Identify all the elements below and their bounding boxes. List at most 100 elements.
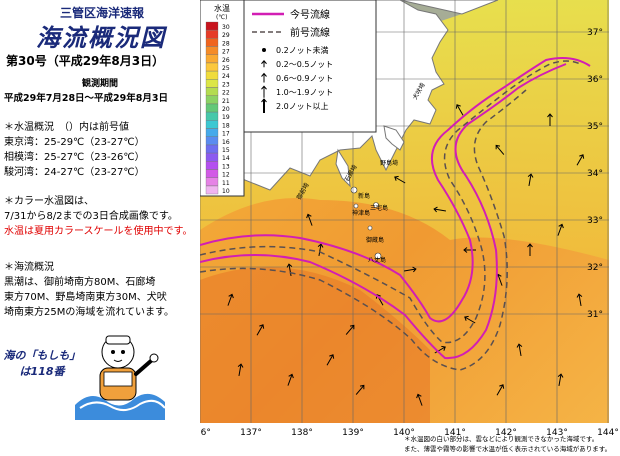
temp-label: 16 [222, 139, 230, 146]
temp-swatch [205, 120, 219, 129]
current-arrow [227, 293, 234, 306]
temp-swatch [205, 128, 219, 137]
lat-tick-label: 32° [587, 263, 603, 273]
current-arrow [464, 315, 476, 324]
water-temp-row: 東京湾：25-29℃（23-27℃） [4, 137, 145, 148]
temp-label: 23 [222, 81, 230, 88]
island [374, 252, 382, 260]
lon-tick-label: 141° [444, 428, 466, 438]
lon-tick-label: 144° [597, 428, 619, 438]
mascot-illustration [75, 335, 166, 420]
temp-label: 20 [222, 106, 230, 113]
island [373, 202, 379, 208]
lat-tick-label: 31° [587, 310, 603, 320]
mascot-caption-line: 海の「もしも」 [3, 349, 81, 362]
previous-axis-line-outer [200, 89, 527, 371]
temp-swatch [205, 46, 219, 55]
speed-label: 1.0〜1.9ノット [276, 88, 333, 97]
speed-arrowhead [261, 85, 267, 90]
current-arrow [433, 206, 446, 213]
temp-swatch [205, 112, 219, 121]
current-arrow [434, 345, 446, 354]
water-temp-section: ＊水温概況 （）内は前号値 東京湾：25-29℃（23-27℃） 相模湾：25-… [4, 120, 145, 180]
temp-label: 12 [222, 172, 230, 179]
current-arrow [527, 243, 533, 256]
current-arrow [345, 324, 355, 335]
lat-tick-label: 37° [587, 28, 603, 38]
current-arrow [326, 354, 335, 366]
lat-tick-label: 35° [587, 122, 603, 132]
bulletin-org: 三管区海洋速報 [59, 6, 144, 20]
issue-number: 第30号（平成29年8月3日） [6, 54, 165, 68]
observation-label: 観測期間 [81, 79, 118, 89]
current-arrow [306, 213, 313, 226]
bulletin-title: 海流概況図 [36, 24, 166, 52]
place-label: 三宅島 [370, 204, 388, 212]
lat-tick-label: 34° [587, 169, 603, 179]
temp-swatch [205, 136, 219, 145]
temp-swatch [205, 153, 219, 162]
footnote-line: ＊水温図の白い部分は、雲などにより観測できなかった海域です。 [404, 435, 599, 443]
temp-scale-title: 水温 [214, 3, 230, 13]
temp-swatch [205, 144, 219, 154]
color-note-line: 7/31から8/2までの3日合成画像です。 [4, 211, 178, 222]
current-arrow [527, 173, 534, 186]
temp-label: 30 [222, 24, 230, 31]
current-arrow [404, 266, 417, 273]
footnote-line: また、薄雲や霧等の影響で水温が低く表示されている海域があります。 [404, 445, 612, 453]
temp-swatch [205, 87, 219, 96]
temp-swatch [205, 79, 219, 88]
temp-label: 19 [222, 114, 230, 121]
current-arrow [256, 324, 265, 336]
speed-arrowhead [261, 72, 267, 77]
island [367, 225, 373, 231]
color-note-warning: 水温は夏用カラースケールを使用中です。 [4, 226, 193, 237]
islands [350, 186, 382, 260]
previous-line-label: 前号流線 [290, 26, 330, 39]
temp-swatch [205, 103, 219, 113]
current-arrow [496, 384, 505, 396]
temp-label: 13 [222, 163, 230, 170]
temp-swatch [205, 21, 219, 31]
temp-label: 28 [222, 40, 230, 47]
speed-symbol [262, 48, 266, 52]
place-label: 新島 [358, 192, 370, 200]
place-label: 野島埼 [380, 159, 398, 167]
speed-label: 2.0ノット以上 [276, 102, 329, 111]
temp-swatch [205, 30, 219, 39]
lon-tick-label: 139° [342, 428, 364, 438]
temp-label: 26 [222, 57, 230, 64]
temp-label: 15 [222, 147, 230, 154]
temp-label: 25 [222, 65, 230, 72]
observation-range: 平成29年7月28日〜平成29年8月3日 [4, 93, 168, 104]
previous-axis-line [200, 60, 581, 344]
current-axis-line [200, 57, 591, 323]
temp-swatch [205, 54, 219, 63]
temp-label: 17 [222, 131, 230, 138]
current-arrow [286, 263, 293, 276]
current-arrow [416, 393, 423, 406]
temp-swatch [205, 95, 219, 104]
temp-label: 11 [222, 180, 230, 187]
island [353, 203, 359, 209]
current-arrow [463, 247, 476, 253]
info-panel: 三管区海洋速報 海流概況図 第30号（平成29年8月3日） 観測期間 平成29年… [0, 0, 200, 456]
temp-label: 24 [222, 73, 230, 80]
current-map: 水温 (℃) 30 29 28 27 26 25 24 23 22 21 20 19 18 17 16 15 1… [200, 0, 620, 456]
warm-water [200, 267, 430, 423]
temp-label: 22 [222, 90, 230, 97]
current-heading: ＊海流概況 [4, 262, 54, 273]
lon-tick-label: 140° [393, 428, 415, 438]
current-line: 黒潮は、御前埼南方80M、石廊埼 [4, 277, 156, 288]
current-line: 埼南東方25Mの海域を流れています。 [4, 307, 175, 318]
temp-swatch [205, 38, 219, 47]
speed-arrowhead [261, 59, 267, 65]
mascot-caption: 海の「もしも」 は118番 [2, 348, 82, 380]
color-note-section: ＊カラー水温図は、 7/31から8/2までの3日合成画像です。 水温は夏用カラー… [4, 194, 193, 239]
water-temp-row: 駿河湾：24-27℃（23-27℃） [4, 167, 145, 178]
current-arrows [227, 104, 585, 406]
place-label: 八丈島 [368, 256, 386, 264]
lon-tick-label: 138° [291, 428, 313, 438]
current-arrow [576, 154, 585, 166]
current-arrow [287, 373, 294, 386]
